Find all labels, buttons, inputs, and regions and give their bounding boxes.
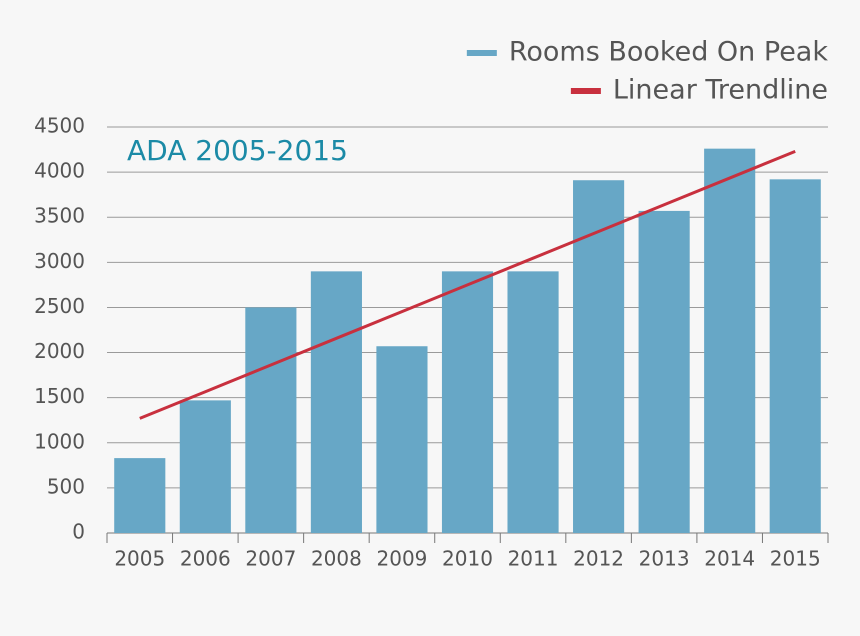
x-tick-label: 2013 xyxy=(639,547,690,571)
x-tick-label: 2012 xyxy=(573,547,624,571)
bar xyxy=(507,271,559,533)
bar xyxy=(441,271,494,533)
x-tick-label: 2014 xyxy=(704,547,755,571)
x-tick-label: 2008 xyxy=(311,547,362,571)
x-tick-label: 2007 xyxy=(245,547,296,571)
trendline xyxy=(139,149,796,420)
x-tick-label: 2009 xyxy=(377,547,428,571)
y-tick-label: 4000 xyxy=(34,159,85,183)
annotation: ADA 2005-2015 xyxy=(127,134,348,167)
y-tick-label: 1000 xyxy=(34,429,85,453)
bar xyxy=(573,180,625,533)
legend-label: Linear Trendline xyxy=(613,75,828,106)
bar xyxy=(245,307,297,533)
x-tick-label: 2011 xyxy=(508,547,559,571)
y-tick-label: 1500 xyxy=(34,384,85,408)
bar xyxy=(376,346,428,533)
bar xyxy=(114,458,166,533)
legend-label: Rooms Booked On Peak xyxy=(509,37,829,68)
bar xyxy=(638,210,690,533)
y-tick-label: 3000 xyxy=(34,249,85,273)
y-tick-label: 2500 xyxy=(34,294,85,318)
y-tick-label: 3500 xyxy=(34,204,85,228)
y-tick-label: 2000 xyxy=(34,339,85,363)
x-tick-label: 2010 xyxy=(442,547,493,571)
bar xyxy=(769,179,821,533)
y-tick-label: 4500 xyxy=(34,114,85,138)
bar xyxy=(179,400,231,533)
x-tick-label: 2015 xyxy=(770,547,821,571)
y-tick-label: 0 xyxy=(72,520,85,544)
bar xyxy=(310,271,362,533)
bar xyxy=(704,148,756,534)
x-tick-label: 2006 xyxy=(180,547,231,571)
legend-swatch xyxy=(466,50,497,56)
x-tick-label: 2005 xyxy=(114,547,165,571)
legend-swatch xyxy=(570,88,601,94)
y-tick-label: 500 xyxy=(47,474,85,498)
